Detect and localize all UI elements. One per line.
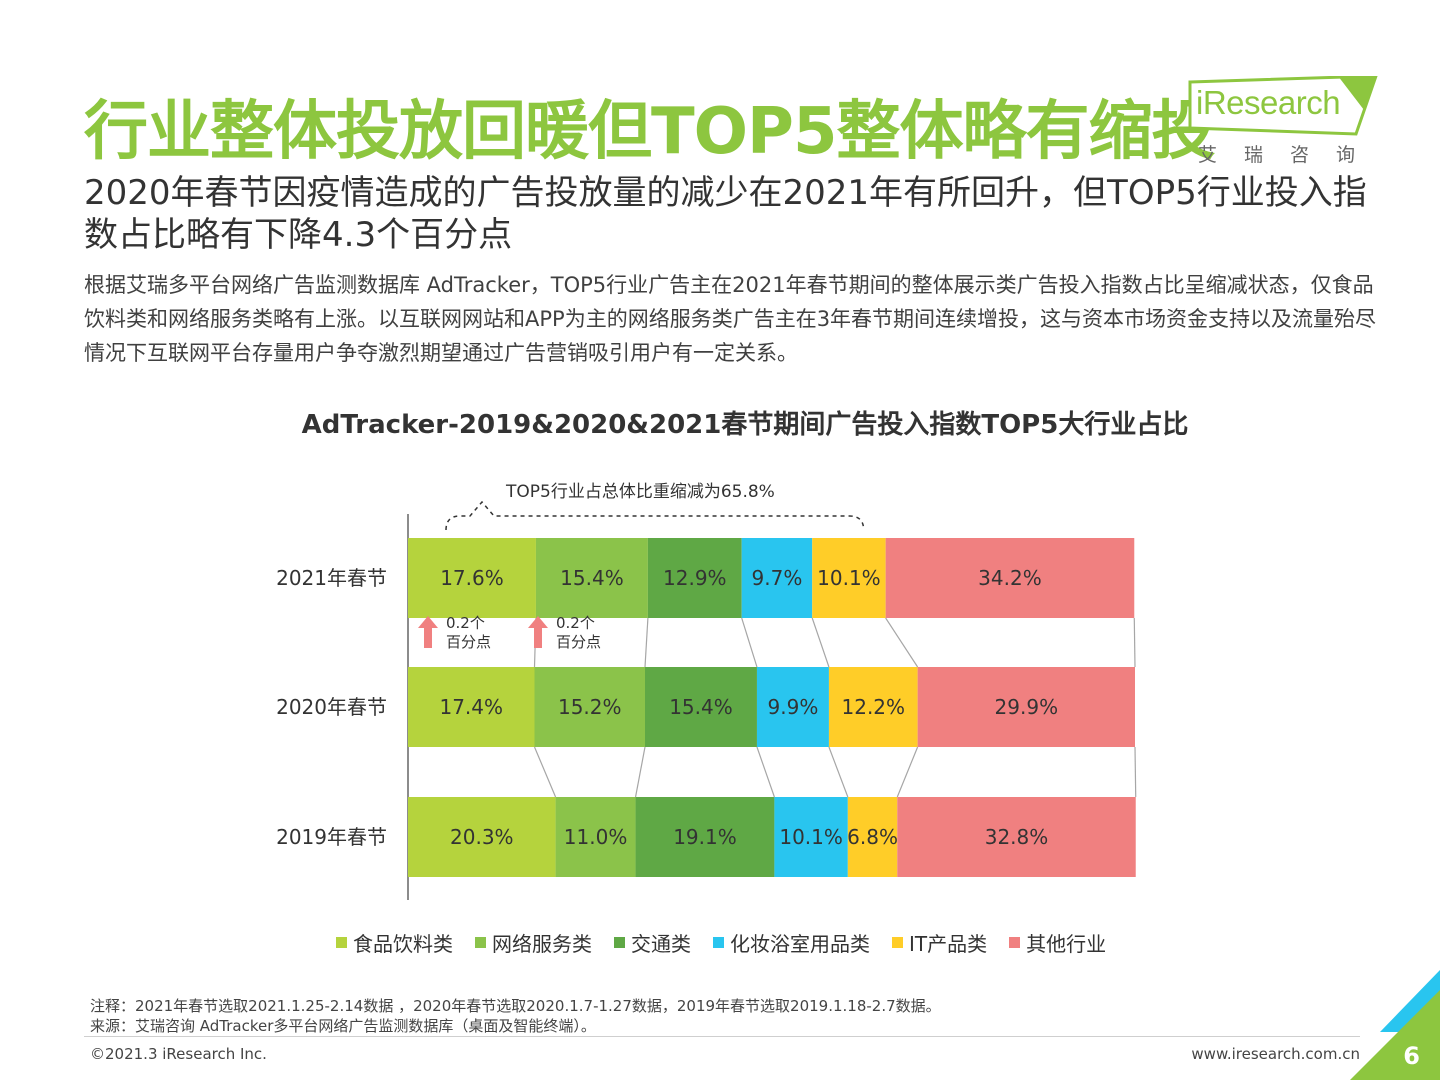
connector-line — [634, 746, 646, 798]
chart-legend: 食品饮料类 网络服务类 交通类 化妆浴室用品类 IT产品类 其他行业 — [336, 928, 1106, 957]
data-label: 15.2% — [558, 695, 622, 719]
data-label: 10.1% — [779, 825, 843, 849]
bar-segment — [635, 797, 775, 877]
legend-item: 交通类 — [614, 928, 691, 957]
page-subtitle: 2020年春节因疫情造成的广告投放量的减少在2021年有所回升，但TOP5行业投… — [84, 173, 1367, 255]
legend-item: 食品饮料类 — [336, 928, 453, 957]
legend-swatch — [475, 937, 486, 948]
data-label: 19.1% — [673, 825, 737, 849]
connector-line — [885, 617, 919, 668]
brace-annotation — [445, 500, 865, 531]
category-label: 2020年春节 — [276, 695, 387, 719]
page-title: 行业整体投放回暖但TOP5整体略有缩投 — [84, 95, 1215, 169]
data-label: 15.4% — [669, 695, 733, 719]
legend-swatch — [336, 937, 347, 948]
bar-segment — [885, 538, 1135, 618]
data-label: 32.8% — [985, 825, 1049, 849]
legend-label: 化妆浴室用品类 — [730, 932, 870, 956]
connector-line — [896, 746, 919, 798]
bar-segment — [847, 797, 898, 877]
connector-line — [811, 617, 830, 668]
data-label: 12.9% — [663, 566, 727, 590]
up-arrow-icon — [528, 616, 548, 648]
bar-segment — [408, 538, 536, 618]
connector-line — [756, 746, 775, 798]
logo-subtitle: 艾瑞咨询 — [1198, 144, 1383, 166]
legend-label: 交通类 — [631, 932, 691, 956]
legend-item: IT产品类 — [892, 928, 987, 957]
connector-line — [533, 746, 557, 798]
stacked-bar-chart: 2021年春节 17.6% 15.4% 12.9% 9.7% 10.1% 34.2% 2020… — [276, 482, 1137, 900]
legend-item: 化妆浴室用品类 — [713, 928, 870, 957]
arrow-annotation-label: 0.2个 — [556, 614, 595, 632]
data-label: 12.2% — [842, 695, 906, 719]
bar-segment — [555, 797, 636, 877]
data-label: 9.9% — [768, 695, 819, 719]
data-label: 15.4% — [560, 566, 624, 590]
bar-segment — [897, 797, 1136, 877]
footnotes: 注释：2021年春节选取2021.1.25-2.14数据 ，2020年春节选取2… — [90, 996, 941, 1036]
arrow-annotation-label: 0.2个 — [446, 614, 485, 632]
legend-label: IT产品类 — [909, 932, 988, 956]
data-label: 9.7% — [752, 566, 803, 590]
data-label: 34.2% — [978, 566, 1042, 590]
bar-segment — [828, 667, 918, 747]
data-label: 10.1% — [817, 566, 881, 590]
connector-line — [1134, 746, 1137, 798]
connector-line — [741, 617, 758, 668]
legend-swatch — [614, 937, 625, 948]
legend-swatch — [1009, 937, 1021, 948]
chart-title: AdTracker-2019&2020&2021春节期间广告投入指数TOP5大行… — [301, 410, 1189, 440]
connector-line — [828, 746, 849, 798]
arrow-annotation-label: 百分点 — [556, 633, 601, 651]
legend-swatch — [713, 937, 724, 948]
category-label: 2021年春节 — [276, 566, 387, 590]
corner-decoration-icon — [1350, 970, 1440, 1080]
category-label: 2019年春节 — [276, 825, 387, 849]
connector-line — [644, 617, 649, 668]
footer-divider — [84, 1036, 1360, 1037]
data-label: 29.9% — [995, 695, 1059, 719]
bar-segment — [917, 667, 1135, 747]
data-label: 6.8% — [847, 825, 898, 849]
arrow-annotation-label: 百分点 — [446, 633, 491, 651]
brace-annotation-label: TOP5行业占总体比重缩减为65.8% — [505, 482, 775, 502]
logo-badge-icon — [1188, 76, 1378, 136]
legend-item: 网络服务类 — [475, 928, 592, 957]
legend-label: 其他行业 — [1026, 932, 1107, 956]
legend-label: 食品饮料类 — [353, 932, 453, 956]
bar-segment — [741, 538, 813, 618]
bar-segment — [408, 797, 556, 877]
data-label: 11.0% — [564, 825, 628, 849]
data-label: 17.4% — [439, 695, 503, 719]
logo-name: iResearch — [1196, 84, 1341, 121]
legend-swatch — [892, 937, 903, 948]
bar-segment — [535, 538, 648, 618]
footnote-note: 注释：2021年春节选取2021.1.25-2.14数据 ，2020年春节选取2… — [90, 997, 941, 1015]
connector-line — [1133, 617, 1136, 668]
footnote-source: 来源：艾瑞咨询 AdTracker多平台网络广告监测数据库（桌面及智能终端）。 — [90, 1017, 596, 1035]
bar-segment — [645, 667, 757, 747]
iresearch-logo: iResearch 艾瑞咨询 — [1188, 76, 1378, 166]
website-link[interactable]: www.iresearch.com.cn — [1191, 1045, 1360, 1063]
page-number: 6 — [1403, 1042, 1420, 1070]
bar-segment — [534, 667, 646, 747]
body-paragraph: 根据艾瑞多平台网络广告监测数据库 AdTracker，TOP5行业广告主在202… — [84, 273, 1377, 365]
copyright: ©2021.3 iResearch Inc. — [90, 1045, 267, 1063]
legend-label: 网络服务类 — [492, 932, 592, 956]
bar-segment — [647, 538, 742, 618]
up-arrow-icon — [418, 616, 438, 648]
bar-segment — [812, 538, 886, 618]
bar-segment — [756, 667, 829, 747]
legend-item: 其他行业 — [1009, 928, 1106, 957]
data-label: 20.3% — [450, 825, 514, 849]
bar-segment — [774, 797, 848, 877]
data-label: 17.6% — [440, 566, 504, 590]
bar-segment — [408, 667, 535, 747]
